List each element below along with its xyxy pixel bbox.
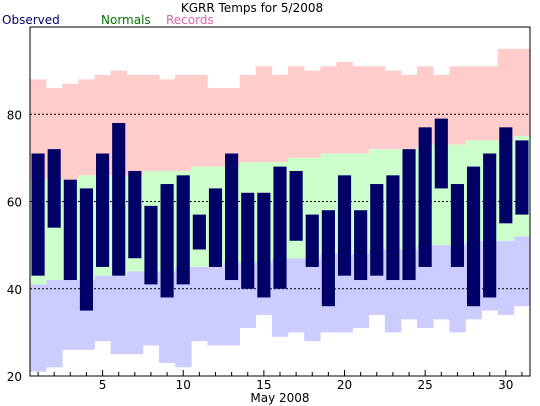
x-tick-label: 10 [176, 378, 191, 392]
record-high-segment [62, 83, 79, 180]
observed-bar [192, 214, 206, 250]
observed-bar [370, 184, 384, 276]
record-low-segment [223, 262, 240, 346]
record-high-segment [288, 66, 305, 158]
record-high-segment [191, 74, 208, 167]
record-low-segment [94, 275, 111, 342]
record-high-segment [513, 48, 531, 137]
record-high-segment [400, 74, 418, 150]
record-high-segment [384, 70, 402, 150]
x-axis: 5 10 15 20 25 30 [37, 370, 523, 392]
record-low-segment [30, 284, 47, 372]
record-high-segment [223, 88, 240, 167]
record-high-segment [175, 74, 192, 171]
record-high-segment [497, 48, 515, 141]
x-tick-label: 25 [418, 378, 433, 392]
observed-bar [63, 179, 77, 281]
record-high-segment [78, 79, 95, 176]
x-tick-label: 30 [498, 378, 513, 392]
record-low-segment [62, 280, 79, 350]
observed-bar [402, 149, 416, 281]
observed-bar [354, 210, 368, 281]
y-tick-label: 60 [7, 196, 22, 210]
x-tick-label: 5 [99, 378, 107, 392]
record-high-segment [207, 88, 224, 167]
chart-title: KGRR Temps for 5/2008 [181, 1, 323, 15]
record-high-segment [417, 66, 434, 145]
observed-bar [96, 153, 110, 267]
observed-bar [79, 188, 94, 311]
record-high-segment [126, 74, 144, 176]
record-high-segment [481, 66, 499, 141]
record-low-segment [433, 245, 450, 320]
observed-bar [208, 188, 223, 267]
x-axis-label: May 2008 [250, 391, 309, 405]
record-high-segment [336, 61, 353, 154]
record-high-segment [159, 79, 176, 171]
record-low-segment [288, 258, 305, 333]
y-axis: 20 40 60 80 [7, 108, 22, 384]
record-low-segment [513, 236, 531, 307]
record-high-segment [255, 66, 273, 163]
record-high-segment [142, 74, 160, 171]
observed-bar [321, 210, 335, 307]
record-high-segment [271, 74, 289, 163]
observed-bar [176, 175, 190, 285]
observed-bar [241, 192, 255, 289]
observed-bars [31, 118, 529, 311]
record-high-segment [465, 66, 482, 141]
record-high-segment [352, 66, 370, 154]
observed-bar [257, 192, 271, 298]
observed-bar [466, 166, 481, 307]
observed-bar [128, 170, 142, 259]
record-high-segment [304, 70, 321, 158]
legend-observed: Observed [2, 13, 60, 27]
observed-bar [31, 153, 45, 276]
y-tick-label: 20 [7, 370, 22, 384]
record-high-segment [368, 66, 386, 150]
legend-records: Records [166, 13, 214, 27]
y-tick-label: 80 [7, 108, 22, 122]
record-low-segment [497, 240, 515, 315]
record-low-segment [126, 271, 144, 355]
observed-bar [225, 153, 239, 281]
observed-bar [418, 127, 432, 267]
observed-bar [144, 205, 158, 285]
record-high-segment [94, 74, 111, 176]
record-high-segment [449, 66, 466, 145]
record-low-segment [142, 271, 160, 346]
observed-bar [289, 170, 303, 241]
record-low-segment [175, 266, 192, 368]
observed-bar [160, 184, 174, 298]
legend-normals: Normals [101, 13, 151, 27]
record-low-segment [191, 266, 208, 342]
observed-bar [515, 140, 529, 215]
record-low-segment [46, 280, 63, 368]
record-low-segment [110, 275, 128, 355]
observed-bar [112, 122, 126, 276]
y-tick-label: 40 [7, 283, 22, 297]
observed-bar [450, 184, 464, 267]
observed-bar [337, 175, 352, 276]
observed-bar [47, 149, 61, 228]
record-low-segment [207, 266, 224, 346]
x-tick-label: 15 [256, 378, 271, 392]
observed-bar [499, 127, 513, 224]
observed-bar [434, 118, 448, 189]
x-tick-label: 20 [337, 378, 352, 392]
observed-bar [386, 175, 400, 281]
observed-bar [273, 166, 287, 289]
record-high-segment [320, 66, 337, 154]
observed-bar [305, 214, 319, 267]
record-high-segment [239, 74, 257, 163]
record-low-segment [304, 258, 321, 342]
observed-bar [483, 153, 497, 298]
